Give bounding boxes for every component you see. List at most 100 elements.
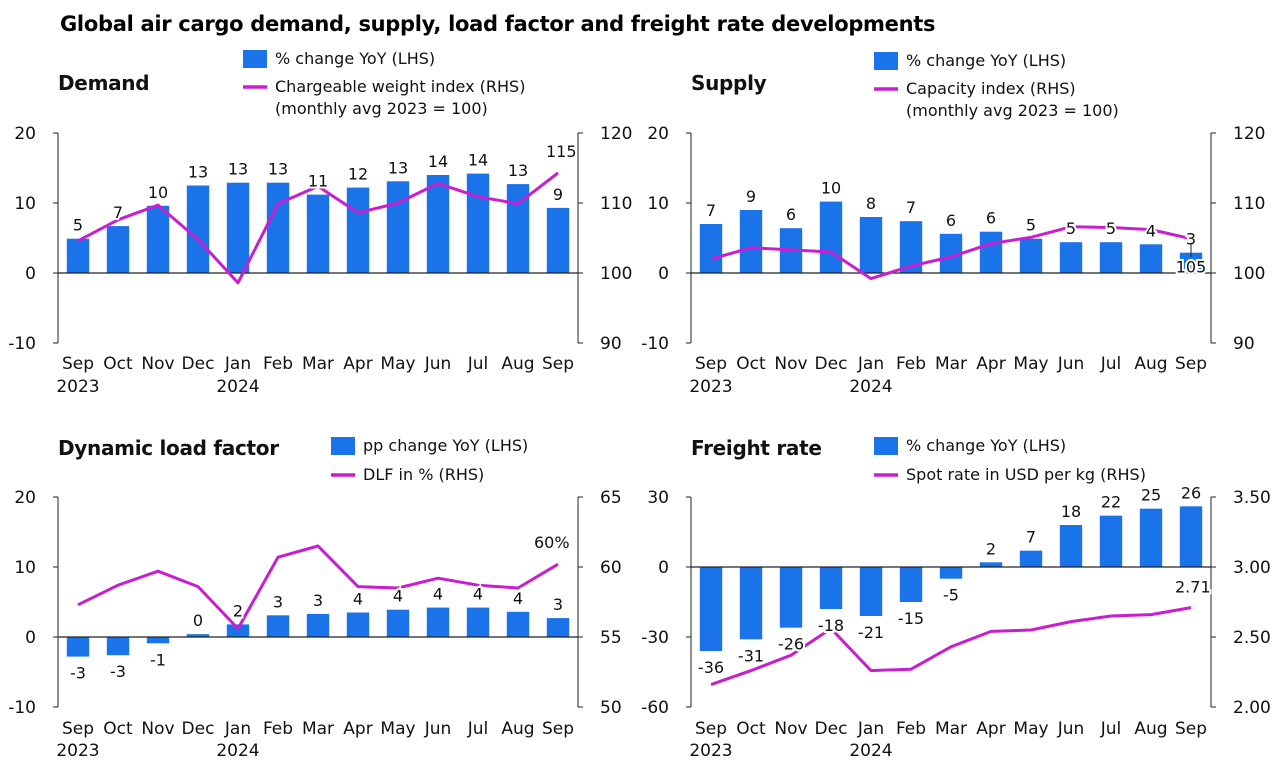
chart-panel-4: Freight rate % change YoY (LHS) Spot rate … (641, 436, 1271, 761)
bar-data-label: 4 (353, 590, 363, 609)
bar-data-label: 13 (388, 158, 408, 177)
right-tick-label: 90 (1233, 334, 1255, 354)
bar-data-label: 6 (986, 209, 996, 228)
line-end-label: 60% (534, 533, 570, 552)
bar-jan-4 (859, 217, 883, 273)
x-tick-label: May (380, 354, 415, 374)
bar-data-label: -36 (698, 658, 724, 677)
bar-data-label: 4 (513, 589, 523, 608)
left-tick-label: 10 (14, 558, 36, 578)
bar-data-label: 7 (706, 201, 716, 220)
bar-data-label: 9 (553, 185, 563, 204)
bar-mar-6 (306, 613, 330, 637)
x-year-label: 2024 (216, 741, 259, 761)
bar-data-label: -15 (898, 609, 924, 628)
bar-jan-4 (859, 567, 883, 616)
bar-mar-6 (939, 233, 963, 273)
legend-bar-label: % change YoY (LHS) (906, 436, 1066, 455)
chart-panel-1: Demand % change YoY (LHS) Chargeable weigh… (8, 49, 632, 397)
bar-data-label: 9 (746, 187, 756, 206)
bar-aug-11 (1139, 244, 1163, 273)
bar-data-label: 10 (148, 183, 168, 202)
bar-jan-4 (226, 624, 250, 637)
bar-data-label: -3 (70, 664, 86, 683)
x-tick-label: Oct (103, 354, 133, 374)
x-tick-label: Sep (695, 354, 727, 374)
x-year-label: 2023 (689, 741, 732, 761)
bar-dec-3 (186, 634, 210, 637)
bar-may-8 (1019, 550, 1043, 567)
left-tick-label: 20 (14, 124, 36, 144)
bar-feb-5 (899, 567, 923, 602)
right-tick-label: 55 (600, 628, 622, 648)
bar-data-label: 4 (1146, 221, 1156, 240)
line-series (710, 606, 1192, 687)
bar-data-label: 7 (906, 198, 916, 217)
x-tick-label: Apr (976, 354, 1005, 374)
legend-bar-swatch (874, 52, 898, 70)
legend-bar-label: % change YoY (LHS) (275, 49, 435, 68)
x-tick-label: Oct (736, 719, 766, 739)
bar-mar-6 (306, 194, 330, 273)
bar-dec-3 (819, 567, 843, 609)
bar-data-label: 5 (1026, 216, 1036, 235)
x-tick-label: Jul (1100, 354, 1122, 374)
bar-jul-10 (1099, 242, 1123, 273)
bar-data-label: 18 (1061, 502, 1081, 521)
x-tick-label: Aug (1134, 719, 1167, 739)
x-tick-label: Mar (935, 719, 967, 739)
x-tick-label: Oct (103, 719, 133, 739)
bar-data-label: 14 (428, 152, 448, 171)
bar-data-label: 2 (233, 601, 243, 620)
left-tick-label: -60 (641, 698, 669, 718)
right-tick-label: 3.50 (1233, 488, 1271, 508)
line-series (710, 225, 1192, 281)
x-tick-label: Nov (141, 354, 174, 374)
x-tick-label: Feb (263, 719, 293, 739)
x-tick-label: Nov (774, 354, 807, 374)
right-tick-label: 65 (600, 488, 622, 508)
x-tick-label: Apr (343, 719, 372, 739)
bar-data-label: 6 (946, 211, 956, 230)
bar-data-label: 22 (1101, 493, 1121, 512)
bar-sep-0 (66, 637, 90, 657)
x-year-label: 2023 (56, 741, 99, 761)
panel-title: Dynamic load factor (58, 436, 279, 460)
x-tick-label: Apr (343, 354, 372, 374)
bar-dec-3 (186, 185, 210, 273)
bar-jun-9 (1059, 242, 1083, 273)
bar-data-label: 3 (1186, 230, 1196, 249)
legend-line-label: DLF in % (RHS) (363, 465, 484, 484)
x-tick-label: Sep (62, 354, 94, 374)
x-tick-label: Sep (1175, 354, 1207, 374)
right-tick-label: 50 (600, 698, 622, 718)
bar-data-label: -3 (110, 662, 126, 681)
x-tick-label: Mar (302, 354, 334, 374)
x-tick-label: Oct (736, 354, 766, 374)
x-tick-label: Sep (1175, 719, 1207, 739)
chart-panel-3: Dynamic load factor pp change YoY (LHS) DL… (8, 436, 621, 761)
legend-line-label: Chargeable weight index (RHS) (275, 77, 525, 96)
x-year-label: 2023 (689, 377, 732, 397)
bar-sep-12 (546, 207, 570, 273)
bar-data-label: 3 (313, 591, 323, 610)
right-tick-label: 60 (600, 558, 622, 578)
bar-jul-10 (466, 173, 490, 273)
x-tick-label: Nov (141, 719, 174, 739)
legend-line-label: Spot rate in USD per kg (RHS) (906, 465, 1146, 484)
bar-data-label: 3 (553, 595, 563, 614)
bar-apr-7 (979, 231, 1003, 273)
left-tick-label: 10 (647, 194, 669, 214)
panel-title: Freight rate (691, 436, 822, 460)
x-tick-label: Nov (774, 719, 807, 739)
right-tick-label: 110 (600, 194, 632, 214)
bar-data-label: 11 (308, 172, 328, 191)
right-tick-label: 90 (600, 334, 622, 354)
bar-may-8 (1019, 238, 1043, 273)
left-tick-label: -10 (641, 334, 669, 354)
x-year-label: 2024 (849, 377, 892, 397)
bar-data-label: 7 (1026, 528, 1036, 547)
left-tick-label: 30 (647, 488, 669, 508)
x-tick-label: Jun (1057, 719, 1085, 739)
bar-data-label: 6 (786, 205, 796, 224)
